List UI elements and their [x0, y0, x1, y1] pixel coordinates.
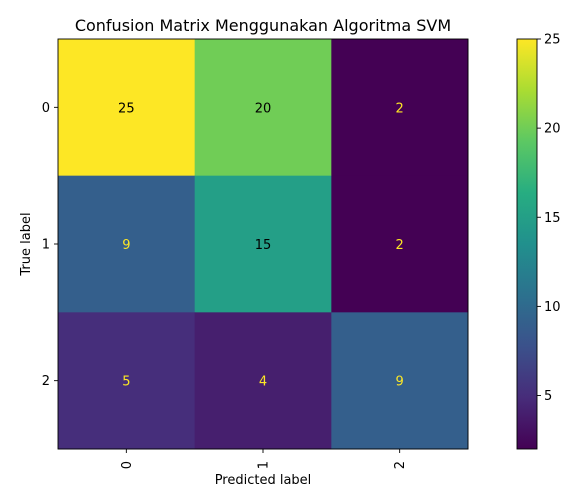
cell-value-label: 2: [396, 101, 404, 116]
cell-value-label: 2: [396, 238, 404, 253]
x-axis-label: Predicted label: [215, 473, 312, 488]
colorbar-tick-label: 15: [544, 211, 561, 226]
heatmap-cell: [331, 312, 469, 450]
y-tick-label: 1: [42, 238, 50, 253]
cell-value-label: 9: [396, 375, 404, 390]
heatmap-cell: [331, 175, 469, 313]
heatmap-cells: 25 20 29 15 25 4 9: [58, 39, 469, 450]
y-axis-label: True label: [19, 212, 34, 276]
heatmap-cell: [194, 39, 332, 177]
colorbar-tick-label: 20: [544, 122, 561, 137]
colorbar-tick-label: 10: [544, 300, 561, 315]
colorbar: 5 10 15 20 25: [516, 33, 561, 450]
y-tick-label: 0: [42, 101, 50, 116]
cell-value-label: 15: [255, 238, 272, 253]
y-tick-label: 2: [42, 374, 50, 389]
colorbar-tick-label: 25: [544, 33, 561, 48]
cell-value-label: 4: [259, 375, 267, 390]
chart-title: Confusion Matrix Menggunakan Algoritma S…: [75, 16, 451, 35]
heatmap-cell: [194, 175, 332, 313]
heatmap-cell: [194, 312, 332, 450]
x-axis: 0 1 2: [120, 449, 408, 469]
x-tick-label: 2: [393, 461, 408, 469]
heatmap-cell: [58, 312, 196, 450]
cell-value-label: 9: [122, 238, 130, 253]
cell-value-label: 25: [118, 101, 135, 116]
heatmap-cell: [331, 39, 469, 177]
cell-value-label: 20: [255, 101, 272, 116]
cell-value-label: 5: [122, 375, 130, 390]
heatmap-cell: [58, 39, 196, 177]
heatmap-cell: [58, 175, 196, 313]
y-axis: 0 1 2: [42, 101, 58, 389]
x-tick-label: 1: [257, 461, 272, 469]
colorbar-tick-label: 5: [544, 389, 552, 404]
x-tick-label: 0: [120, 461, 135, 469]
colorbar-gradient: [516, 38, 538, 450]
